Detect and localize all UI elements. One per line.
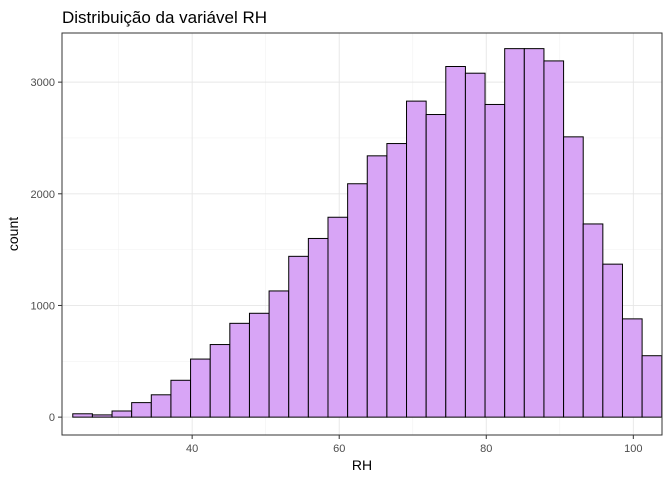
histogram-bar bbox=[131, 402, 152, 418]
x-tick-label: 40 bbox=[186, 443, 198, 455]
histogram-bar bbox=[406, 100, 427, 418]
chart-title: Distribuição da variável RH bbox=[62, 8, 267, 27]
y-tick-label: 0 bbox=[49, 412, 55, 424]
plot-panel-border bbox=[61, 32, 663, 436]
histogram-bar bbox=[268, 290, 290, 418]
x-tick-label: 80 bbox=[480, 443, 492, 455]
histogram-bar bbox=[504, 48, 525, 418]
histogram-bar bbox=[641, 355, 663, 418]
y-tick-label: 1000 bbox=[31, 300, 55, 312]
y-axis: 0 1000 2000 3000 bbox=[31, 77, 62, 424]
histogram-bar bbox=[91, 414, 113, 418]
histogram-bar bbox=[366, 155, 388, 418]
histogram-bar bbox=[327, 216, 349, 418]
histogram-bar bbox=[386, 143, 408, 418]
histogram-bar bbox=[288, 255, 309, 418]
histogram-bars bbox=[72, 48, 663, 418]
histogram-bar bbox=[445, 66, 466, 418]
histogram-bar bbox=[111, 410, 133, 418]
x-tick-label: 100 bbox=[624, 443, 642, 455]
histogram-bar bbox=[621, 318, 643, 418]
y-axis-title: count bbox=[5, 217, 21, 251]
histogram-bar bbox=[72, 413, 93, 418]
histogram-bar bbox=[170, 379, 192, 418]
histogram-bar bbox=[464, 72, 486, 418]
histogram-bar bbox=[602, 263, 623, 418]
histogram-bar bbox=[347, 183, 368, 418]
histogram-bar bbox=[425, 114, 447, 418]
histogram-bar bbox=[543, 60, 565, 418]
histogram-bar bbox=[582, 223, 604, 418]
histogram-bar bbox=[563, 136, 584, 418]
histogram-bar bbox=[150, 394, 172, 418]
histogram-bar bbox=[248, 312, 270, 418]
y-tick-label: 2000 bbox=[31, 189, 55, 201]
x-axis-title: RH bbox=[352, 457, 372, 473]
histogram-bar bbox=[229, 322, 250, 418]
histogram-bar bbox=[190, 358, 211, 418]
x-axis: 40 60 80 100 bbox=[186, 435, 643, 455]
x-tick-label: 60 bbox=[333, 443, 345, 455]
y-tick-label: 3000 bbox=[31, 77, 55, 89]
histogram-bar bbox=[523, 48, 545, 418]
histogram-bar bbox=[307, 237, 329, 418]
histogram-bar bbox=[484, 103, 506, 418]
histogram-bar bbox=[209, 344, 231, 418]
